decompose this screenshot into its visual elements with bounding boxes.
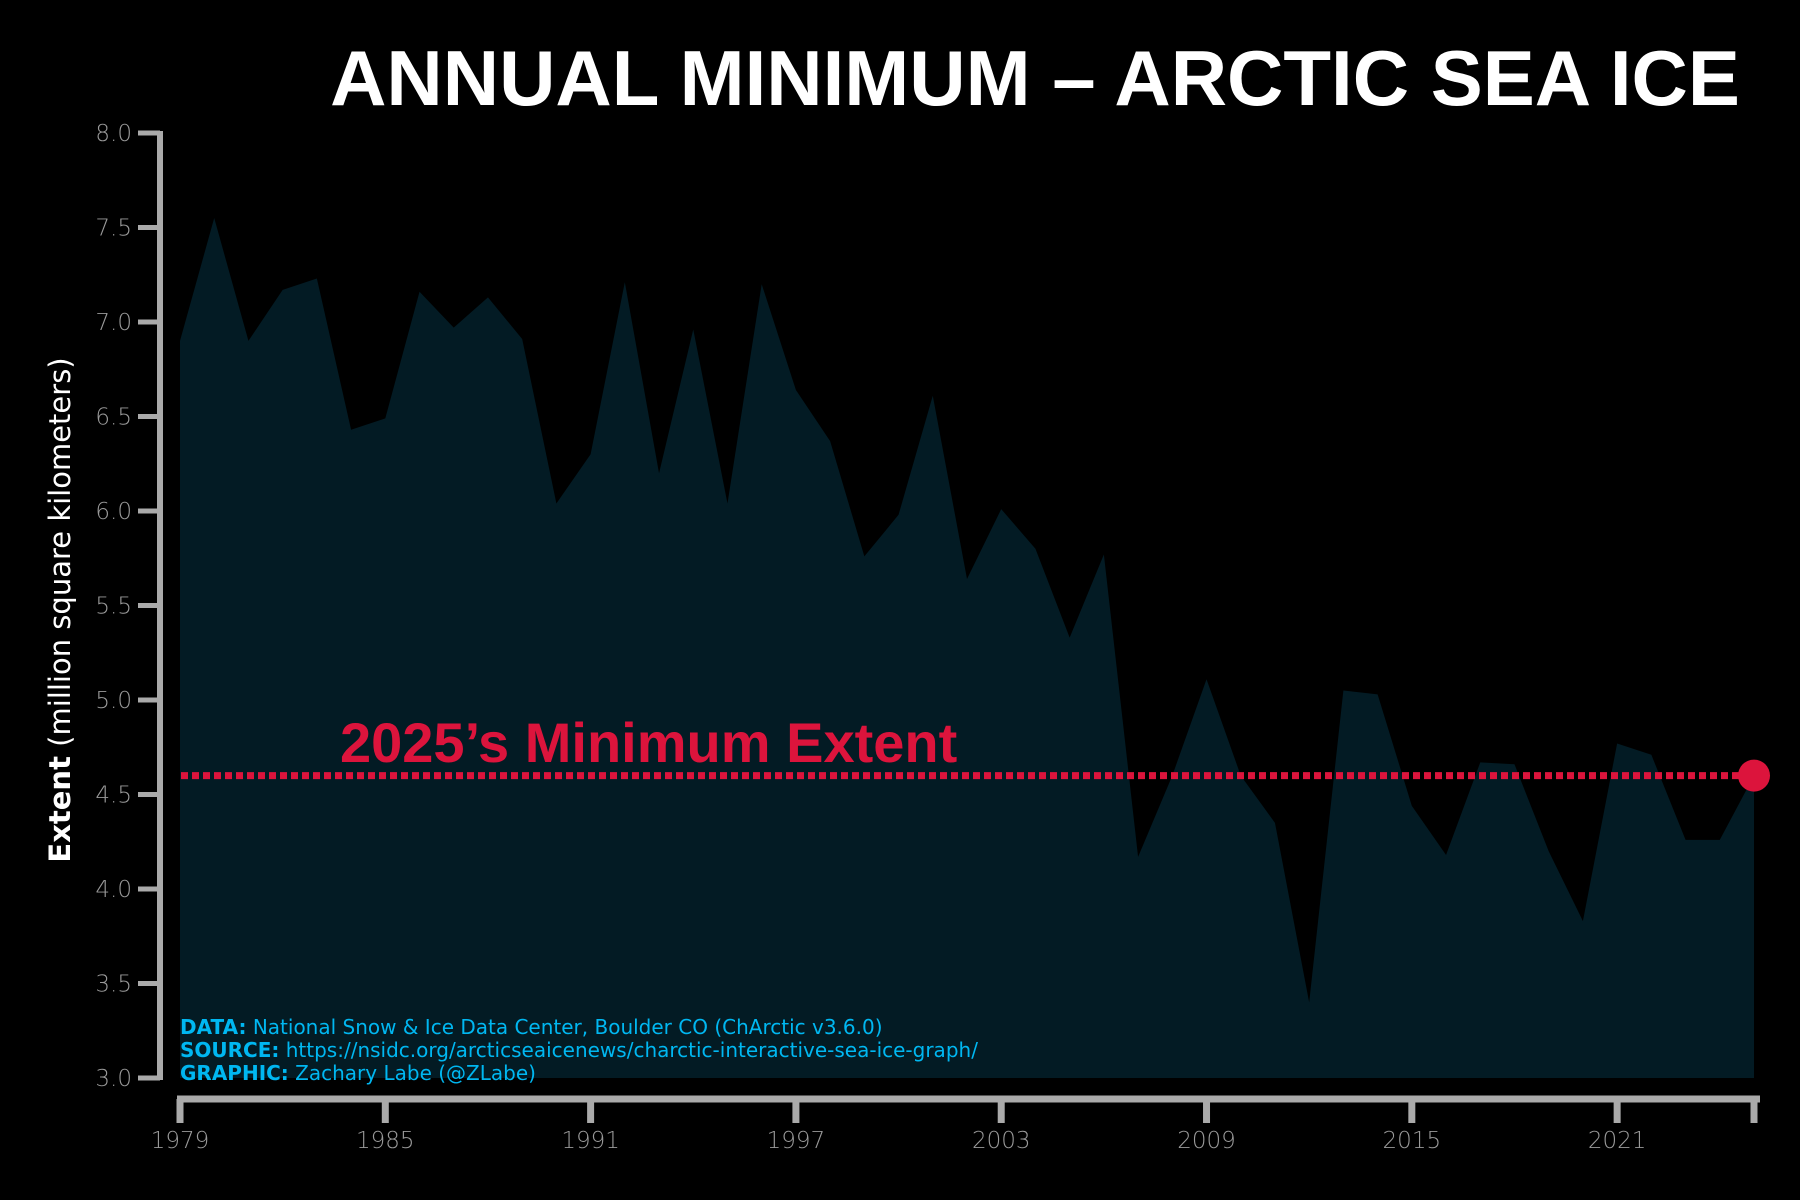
credit-data-text: National Snow & Ice Data Center, Boulder… bbox=[246, 1015, 882, 1039]
x-tick-label: 2015 bbox=[1383, 1128, 1442, 1154]
y-tick-label: 3.5 bbox=[95, 972, 132, 998]
y-tick-label: 5.5 bbox=[95, 594, 132, 620]
y-axis-label-bold: Extent bbox=[43, 756, 77, 863]
credit-source-label: SOURCE: bbox=[180, 1038, 279, 1062]
y-axis-label: Extent (million square kilometers) bbox=[43, 357, 77, 862]
y-tick-label: 6.0 bbox=[95, 499, 132, 525]
y-tick-label: 4.0 bbox=[95, 877, 132, 903]
y-tick-label: 8.0 bbox=[95, 121, 132, 147]
y-axis-label-rest: (million square kilometers) bbox=[43, 357, 77, 756]
y-tick-label: 5.0 bbox=[95, 688, 132, 714]
credit-data: DATA: National Snow & Ice Data Center, B… bbox=[180, 1015, 883, 1039]
latest-value-marker bbox=[1738, 759, 1770, 792]
x-tick-label: 2009 bbox=[1177, 1128, 1236, 1154]
credit-graphic: GRAPHIC: Zachary Labe (@ZLabe) bbox=[180, 1061, 536, 1085]
y-tick-label: 3.0 bbox=[95, 1066, 132, 1092]
credit-source: SOURCE: https://nsidc.org/arcticseaicene… bbox=[180, 1038, 978, 1062]
credit-source-text: https://nsidc.org/arcticseaicenews/charc… bbox=[279, 1038, 978, 1062]
x-tick-label: 2021 bbox=[1588, 1128, 1647, 1154]
y-tick-label: 7.0 bbox=[95, 310, 132, 336]
y-tick-label: 6.5 bbox=[95, 405, 132, 431]
y-tick-label: 7.5 bbox=[95, 216, 132, 242]
x-tick-label: 2003 bbox=[972, 1128, 1031, 1154]
credit-graphic-text: Zachary Labe (@ZLabe) bbox=[289, 1061, 536, 1085]
credits: DATA: National Snow & Ice Data Center, B… bbox=[180, 1015, 978, 1085]
x-tick-label: 1997 bbox=[767, 1128, 826, 1154]
chart-title: ANNUAL MINIMUM – ARCTIC SEA ICE bbox=[330, 34, 1740, 122]
credit-graphic-label: GRAPHIC: bbox=[180, 1061, 289, 1085]
y-tick-label: 4.5 bbox=[95, 783, 132, 809]
x-tick-label: 1979 bbox=[151, 1128, 210, 1154]
reference-line-label: 2025’s Minimum Extent bbox=[340, 711, 957, 774]
x-tick-label: 1991 bbox=[561, 1128, 620, 1154]
extent-area bbox=[180, 218, 1754, 1079]
x-tick-label: 1985 bbox=[356, 1128, 415, 1154]
credit-data-label: DATA: bbox=[180, 1015, 246, 1039]
